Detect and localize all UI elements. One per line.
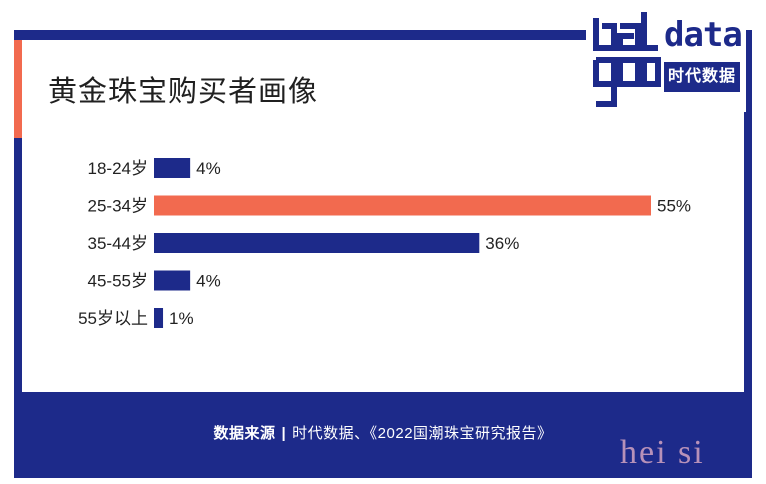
- bar: [154, 308, 164, 328]
- chart-title: 黄金珠宝购买者画像: [48, 76, 319, 108]
- logo-wordmark: data: [664, 15, 743, 55]
- frame-left-border: [14, 30, 22, 454]
- category-label: 18-24岁: [88, 159, 148, 178]
- value-label: 4%: [196, 159, 221, 178]
- bar-chart: 18-24岁 4% 25-34岁 55% 35-44岁 36% 45-55岁 4% 55岁以上 1…: [78, 158, 691, 328]
- value-label: 36%: [485, 234, 519, 253]
- category-label: 25-34岁: [88, 197, 148, 216]
- value-label: 4%: [196, 272, 221, 291]
- category-label: 45-55岁: [88, 272, 148, 291]
- logo-tag: 时代数据: [664, 62, 740, 92]
- category-label: 35-44岁: [88, 234, 148, 253]
- footer-band: 数据来源 | 时代数据、《2022国潮珠宝研究报告》: [14, 392, 752, 478]
- logo-glyph-grid: [593, 12, 661, 107]
- footer-source: 数据来源 | 时代数据、《2022国潮珠宝研究报告》: [14, 422, 752, 443]
- value-label: 1%: [169, 309, 194, 328]
- source-label: 数据来源: [213, 425, 276, 442]
- source-text: 时代数据、《2022国潮珠宝研究报告》: [292, 425, 553, 442]
- frame-right-border: [744, 30, 752, 454]
- frame-top-border: [14, 30, 751, 40]
- bar: [154, 233, 480, 253]
- bar: [154, 195, 651, 216]
- source-separator: |: [281, 425, 287, 442]
- bar: [154, 270, 191, 291]
- datagoo-logo: data 时代数据: [586, 4, 746, 112]
- title-accent-bar: [14, 40, 22, 138]
- category-label: 55岁以上: [78, 309, 148, 328]
- value-label: 55%: [657, 197, 691, 216]
- bar: [154, 158, 191, 178]
- watermark: hei si: [620, 434, 705, 471]
